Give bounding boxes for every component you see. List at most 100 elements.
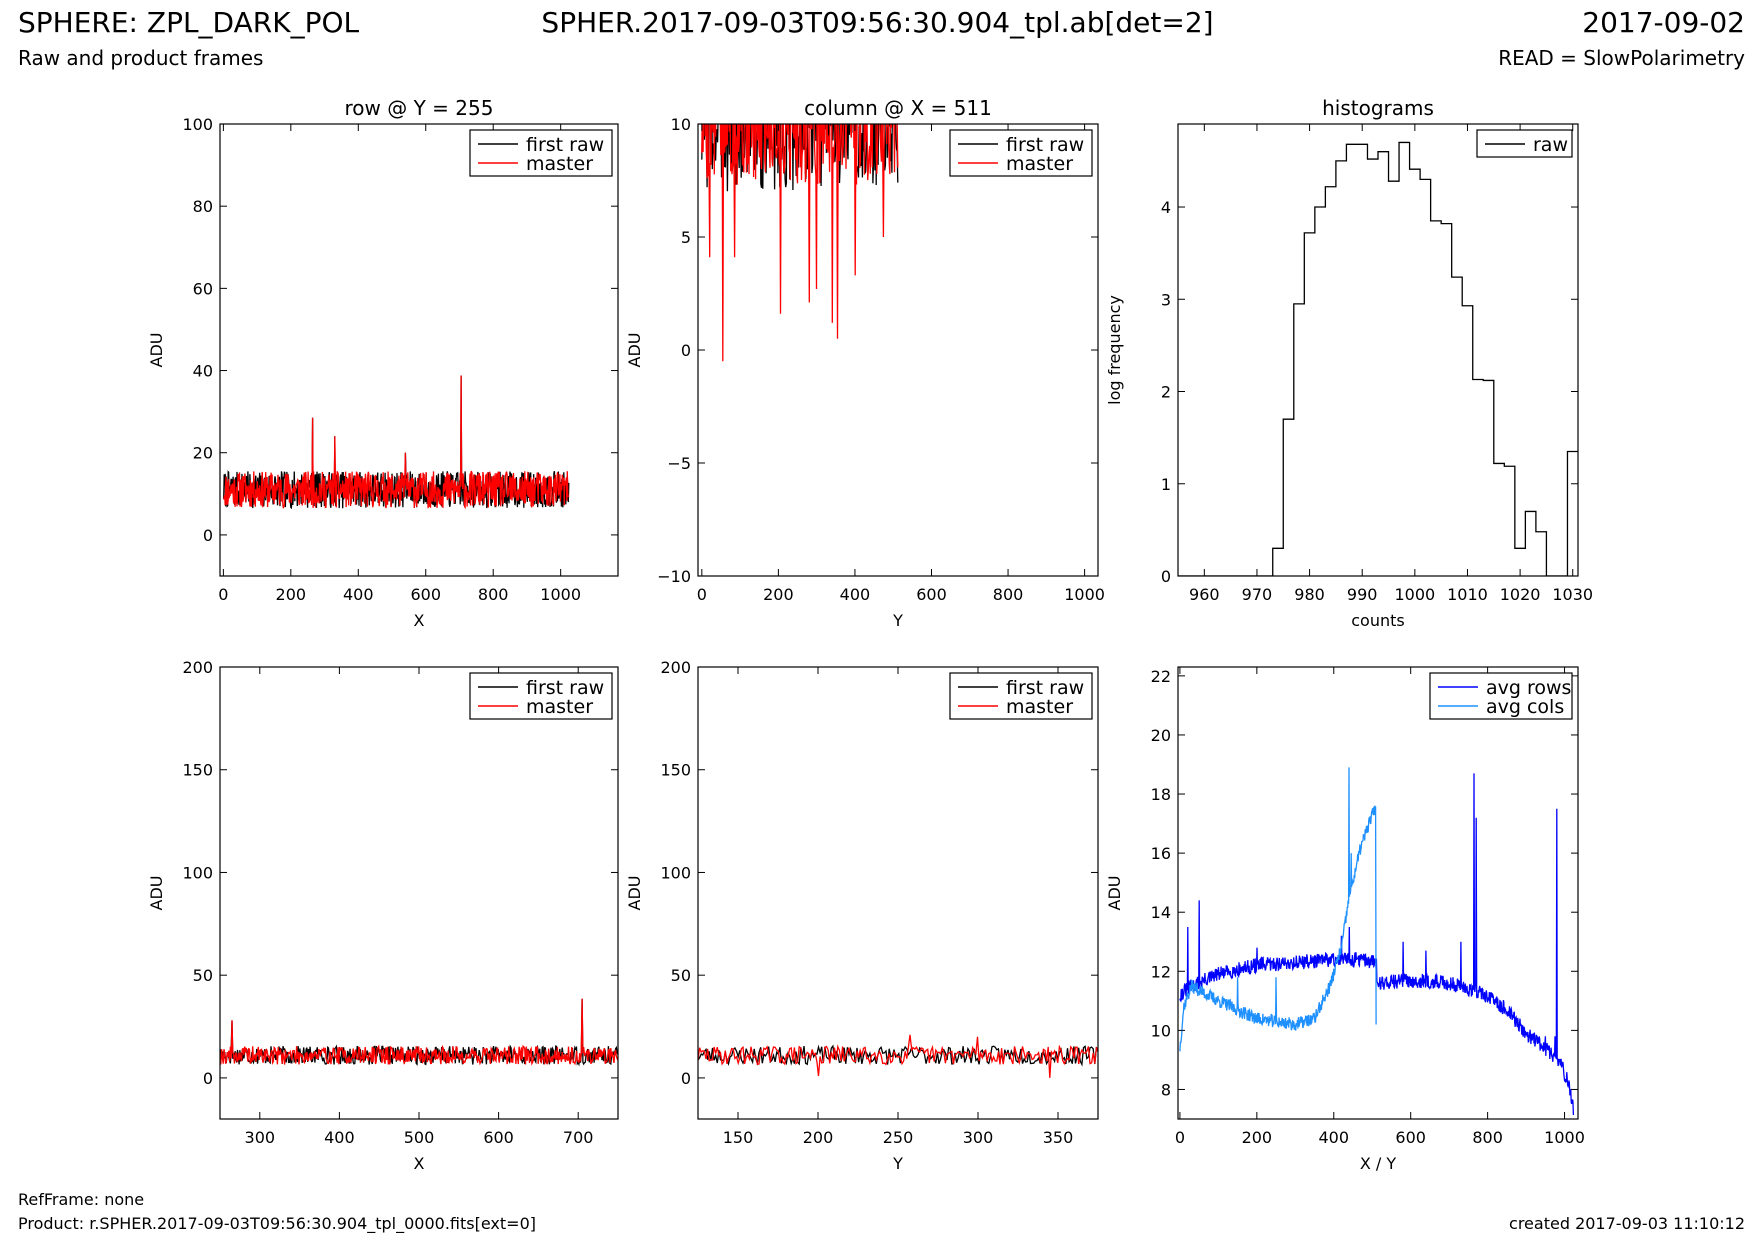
series-avg-cols <box>1179 767 1377 1052</box>
y-axis-label: ADU <box>147 876 166 911</box>
x-axis-label: Y <box>892 1154 903 1173</box>
y-tick-label: 10 <box>671 115 691 134</box>
y-tick-label: 150 <box>182 761 213 780</box>
y-tick-label: 80 <box>193 197 213 216</box>
y-tick-label: 20 <box>193 444 213 463</box>
x-tick-label: 1000 <box>1544 1128 1585 1147</box>
y-tick-label: 150 <box>660 761 691 780</box>
y-tick-label: 200 <box>660 658 691 677</box>
x-tick-label: 350 <box>1043 1128 1074 1147</box>
y-tick-label: 0 <box>203 1069 213 1088</box>
x-axis-label: X / Y <box>1360 1154 1397 1173</box>
chart-title: column @ X = 511 <box>804 96 992 120</box>
x-tick-label: 250 <box>883 1128 914 1147</box>
plot-area <box>223 375 570 510</box>
x-tick-label: 1020 <box>1500 585 1541 604</box>
y-tick-label: 0 <box>1161 567 1171 586</box>
y-tick-label: 200 <box>182 658 213 677</box>
series-master <box>698 1034 1098 1078</box>
legend-entry: avg rows <box>1486 677 1571 699</box>
x-tick-label: 800 <box>478 585 509 604</box>
x-tick-label: 400 <box>840 585 871 604</box>
x-tick-label: 400 <box>1318 1128 1349 1147</box>
chart-title: histograms <box>1322 96 1434 120</box>
legend: raw <box>1476 129 1573 158</box>
x-tick-label: 1000 <box>1394 585 1435 604</box>
x-tick-label: 200 <box>803 1128 834 1147</box>
x-tick-label: 200 <box>276 585 307 604</box>
x-axis-label: X <box>414 1154 425 1173</box>
chart-column: 0 200 400 600 800 1000 −10 −5 0 5 10 column @ X = 5… <box>625 96 1105 630</box>
x-axis-label: X <box>414 611 425 630</box>
x-tick-label: 600 <box>1395 1128 1426 1147</box>
x-tick-label: 200 <box>763 585 794 604</box>
x-tick-label: 800 <box>993 585 1024 604</box>
legend-entry: first raw <box>1006 677 1084 699</box>
legend-entry: raw <box>1533 134 1568 156</box>
x-tick-label: 400 <box>324 1128 355 1147</box>
y-tick-label: 5 <box>681 228 691 247</box>
y-tick-label: 100 <box>182 863 213 882</box>
axes-frame <box>697 666 1099 1120</box>
y-tick-label: 0 <box>681 341 691 360</box>
x-tick-label: 980 <box>1294 585 1325 604</box>
x-axis-label: counts <box>1351 611 1404 630</box>
y-axis-label: ADU <box>147 333 166 368</box>
ref-frame-label: RefFrame: none <box>18 1190 145 1209</box>
legend-entry: first raw <box>526 677 604 699</box>
axes-frame <box>697 123 1099 577</box>
x-tick-label: 1030 <box>1552 585 1593 604</box>
x-tick-label: 970 <box>1242 585 1273 604</box>
x-tick-label: 400 <box>343 585 374 604</box>
y-axis-label: ADU <box>625 876 644 911</box>
y-tick-label: 12 <box>1151 962 1171 981</box>
y-tick-label: 0 <box>203 526 213 545</box>
subtitle: Raw and product frames <box>18 46 264 70</box>
x-tick-label: 960 <box>1189 585 1220 604</box>
x-tick-label: 200 <box>1242 1128 1273 1147</box>
y-tick-label: 100 <box>660 863 691 882</box>
y-tick-label: 22 <box>1151 667 1171 686</box>
x-tick-label: 150 <box>723 1128 754 1147</box>
x-tick-label: 1000 <box>1064 585 1105 604</box>
y-tick-label: 20 <box>1151 726 1171 745</box>
chart-averages: 0 200 400 600 800 1000 8 10 12 14 16 18 20 22 X / Y ADU… <box>1105 666 1585 1173</box>
x-tick-label: 1000 <box>540 585 581 604</box>
x-tick-label: 600 <box>916 585 947 604</box>
y-tick-label: 50 <box>193 966 213 985</box>
y-tick-label: 18 <box>1151 785 1171 804</box>
x-tick-label: 300 <box>245 1128 276 1147</box>
chart-column-zoom: 150 200 250 300 350 0 50 100 150 200 Y ADU first raw… <box>625 658 1099 1173</box>
y-tick-label: 0 <box>681 1069 691 1088</box>
plot-area <box>1179 767 1575 1116</box>
y-axis-label: ADU <box>1105 876 1124 911</box>
y-tick-label: 16 <box>1151 844 1171 863</box>
y-axis-label: log frequency <box>1105 295 1124 405</box>
chart-row-zoom: 300 400 500 600 700 0 50 100 150 200 X ADU first raw… <box>147 658 619 1173</box>
chart-title: row @ Y = 255 <box>345 96 494 120</box>
y-tick-label: 14 <box>1151 903 1171 922</box>
y-axis-label: ADU <box>625 333 644 368</box>
axes-frame <box>1177 666 1579 1120</box>
series-raw <box>1178 141 1578 576</box>
y-tick-label: 40 <box>193 362 213 381</box>
y-tick-label: −10 <box>657 567 691 586</box>
axes-frame <box>219 123 619 577</box>
legend-entry: master <box>1006 153 1073 175</box>
x-tick-label: 1010 <box>1447 585 1488 604</box>
legend-entry: first raw <box>1006 134 1084 156</box>
created-label: created 2017-09-03 11:10:12 <box>1509 1214 1745 1233</box>
y-tick-label: −5 <box>667 454 691 473</box>
x-tick-label: 500 <box>404 1128 435 1147</box>
x-tick-label: 600 <box>483 1128 514 1147</box>
y-tick-label: 2 <box>1161 383 1171 402</box>
plot-area <box>220 998 618 1067</box>
series-master <box>220 998 618 1066</box>
series-first-raw <box>698 1044 1098 1067</box>
